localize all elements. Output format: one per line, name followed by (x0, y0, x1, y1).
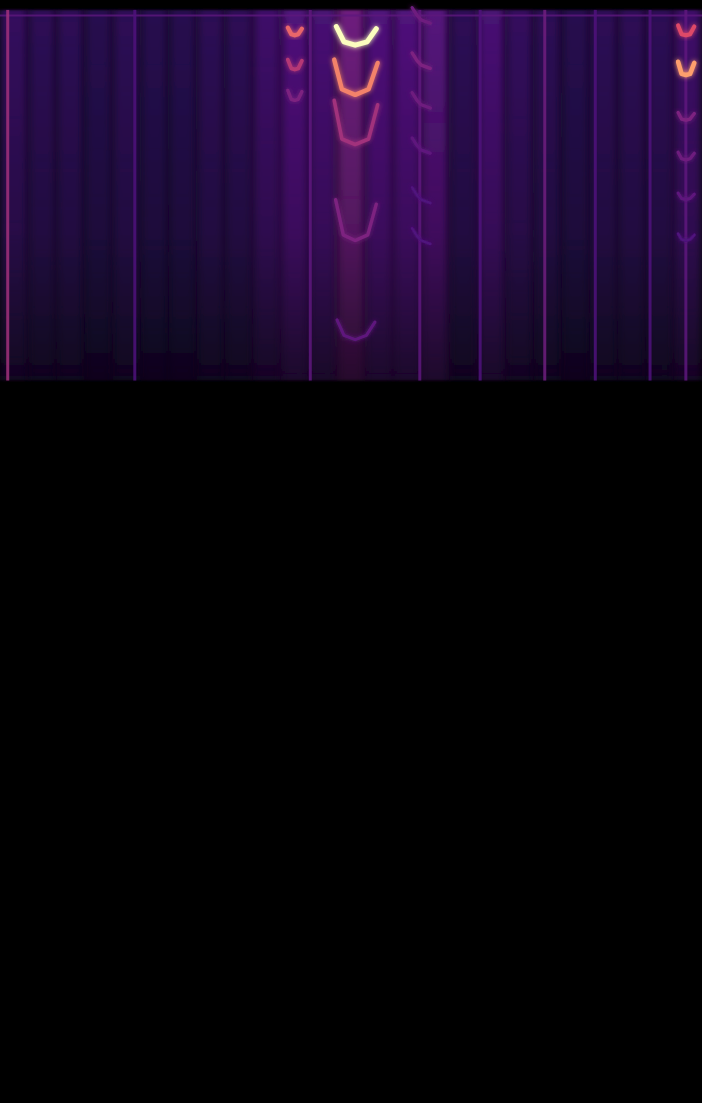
noise-column (56, 10, 84, 381)
noise-column (477, 10, 505, 381)
noise-column (590, 10, 618, 381)
noise-column (337, 10, 365, 381)
harmonic-contour (288, 90, 302, 100)
noise-column (84, 10, 112, 381)
noise-column (0, 10, 28, 381)
harmonic-contour (412, 93, 430, 108)
streak (133, 10, 136, 381)
streak (594, 10, 597, 381)
harmonic-contour (678, 113, 694, 121)
harmonic-contour (412, 8, 430, 24)
spectrogram (0, 0, 702, 1103)
streak (684, 10, 687, 381)
noise-column (225, 10, 253, 381)
noise-column (618, 10, 646, 381)
streak (309, 10, 312, 381)
noise-column (562, 10, 590, 381)
harmonic-contour (337, 320, 375, 340)
noise-column (112, 10, 140, 381)
page: {"chart_data": { "type": "spectrogram", … (0, 0, 702, 1103)
harmonic-contour (336, 27, 376, 46)
noise-column (28, 10, 56, 381)
harmonic-contour (336, 200, 377, 241)
harmonic-contour (288, 28, 302, 36)
background (0, 0, 702, 1103)
harmonic-contour (334, 100, 378, 144)
streak (649, 10, 652, 381)
noise-column (449, 10, 477, 381)
harmonic-contour (678, 193, 694, 200)
streak (543, 10, 546, 381)
noise-column (197, 10, 225, 381)
noise-column (674, 10, 702, 381)
plot-area (0, 8, 702, 381)
noise-column (140, 10, 168, 381)
harmonic-contour (678, 152, 694, 160)
noise-column (534, 10, 562, 381)
harmonic-contour (412, 138, 430, 153)
harmonic-contour (412, 53, 430, 69)
harmonic-contour (288, 60, 302, 70)
noise-column (505, 10, 533, 381)
noise-column (168, 10, 196, 381)
harmonic-contour (678, 62, 694, 75)
noise-column (646, 10, 674, 381)
harmonic-contour (412, 188, 430, 204)
streak (6, 10, 9, 381)
harmonic-contour (334, 60, 378, 95)
noise-column (253, 10, 281, 381)
harmonic-contour (678, 25, 694, 35)
harmonic-contour (678, 234, 694, 241)
streak (479, 10, 482, 381)
noise-column (281, 10, 309, 381)
noise-column (309, 10, 337, 381)
harmonic-contour (412, 228, 430, 244)
